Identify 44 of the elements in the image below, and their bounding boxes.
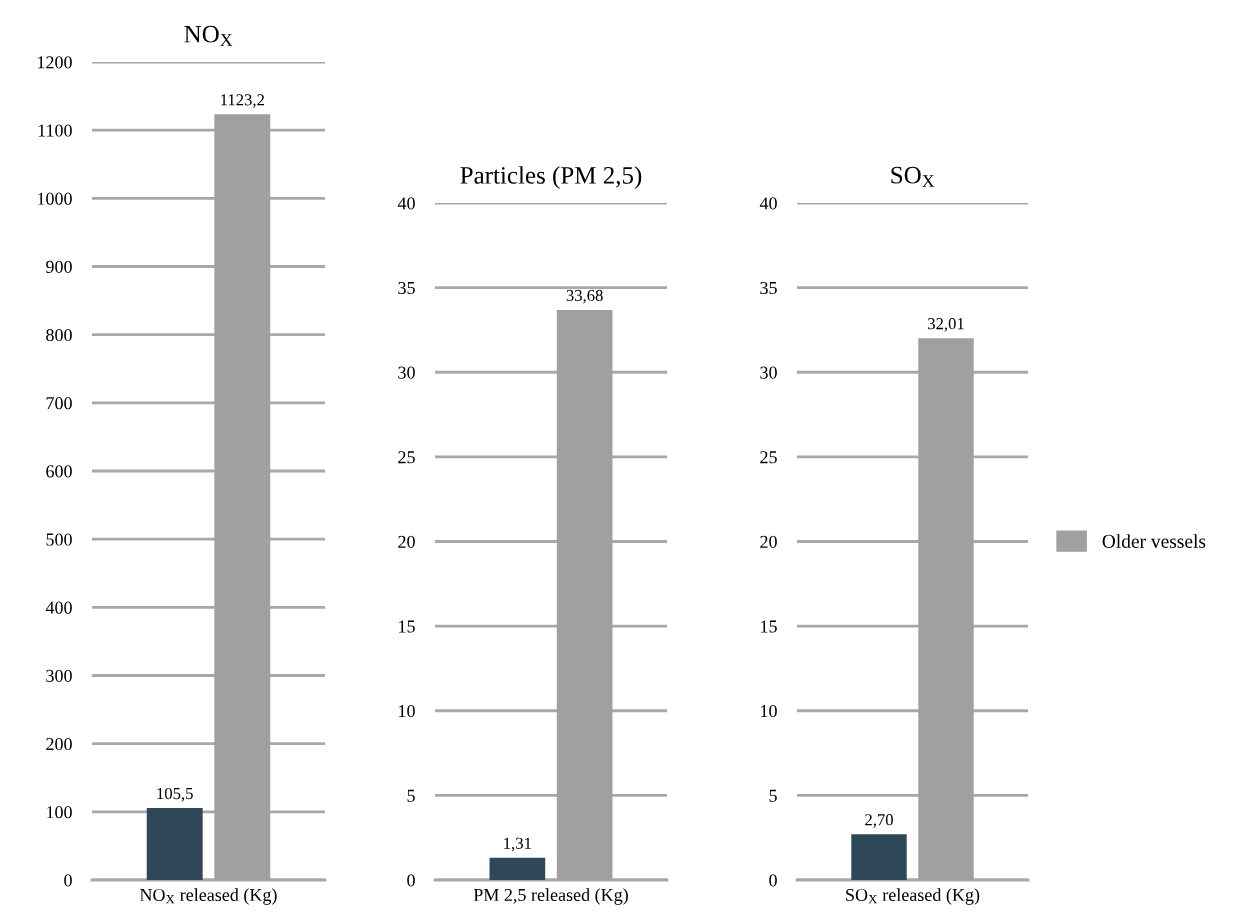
chart-title: SO$_{X}$	[891, 166, 935, 187]
chart-title: NO$_{X}$	[184, 25, 233, 46]
y-tick-label: 5	[407, 789, 415, 802]
y-tick-label: 900	[46, 260, 72, 273]
y-tick-label: 40	[397, 197, 415, 210]
y-tick-label: 400	[45, 601, 72, 614]
y-tick-label: 100	[47, 806, 72, 819]
y-tick-label: 40	[759, 197, 777, 210]
y-tick-label: 15	[399, 620, 415, 633]
x-axis-title: NO$_{X}$ released (Kg)	[139, 888, 277, 905]
legend-label: Older vessels	[1102, 534, 1206, 548]
y-tick-label: 10	[761, 705, 777, 718]
y-tick-label: 20	[398, 535, 415, 548]
data-label: 2,70	[865, 814, 893, 828]
data-label: 1123,2	[221, 94, 264, 108]
y-tick-label: 10	[399, 705, 415, 718]
y-tick-label: 500	[46, 533, 72, 546]
y-tick-label: 1100	[38, 124, 72, 137]
y-tick-label: 30	[760, 366, 777, 379]
data-label: 32,01	[928, 318, 964, 332]
x-axis-title: PM 2,5 released (Kg)	[473, 888, 628, 905]
y-tick-label: 35	[760, 281, 777, 295]
y-tick-label: 300	[46, 669, 72, 682]
y-tick-label: 200	[46, 737, 72, 751]
y-tick-label: 800	[46, 328, 72, 342]
y-tick-label: 0	[769, 874, 777, 887]
y-tick-label: 5	[769, 789, 777, 802]
chart-title: Particles (PM 2,5)	[460, 166, 642, 189]
y-tick-label: 600	[46, 465, 72, 478]
data-label: 33,68	[566, 289, 603, 304]
x-axis-title: SO$_{X}$ released (Kg)	[846, 888, 980, 905]
y-tick-label: 25	[760, 451, 777, 464]
y-tick-label: 1000	[38, 192, 72, 205]
y-tick-label: 25	[398, 451, 415, 464]
y-tick-label: 0	[64, 874, 72, 887]
data-label: 105,5	[157, 787, 193, 802]
y-tick-label: 0	[407, 874, 415, 887]
y-tick-label: 30	[398, 366, 415, 379]
y-tick-label: 20	[760, 535, 777, 548]
y-tick-label: 15	[761, 620, 777, 633]
y-tick-label: 1200	[38, 56, 72, 69]
data-label: 1,31	[504, 837, 531, 852]
y-tick-label: 35	[398, 281, 415, 295]
y-tick-label: 700	[46, 397, 72, 410]
